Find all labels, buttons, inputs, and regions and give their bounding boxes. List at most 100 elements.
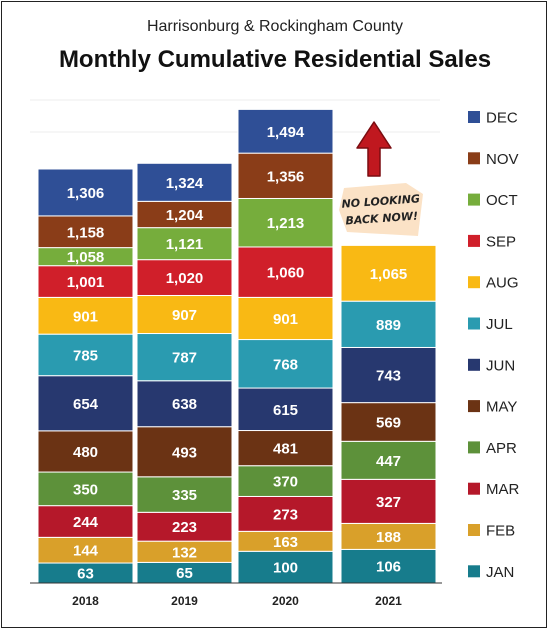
bar-segment-2018-apr [37,471,134,507]
x-axis-ticks: 2018 2019 2020 2021 [30,582,442,608]
legend-swatch-dec [468,111,480,123]
up-arrow-icon [356,121,392,177]
data-label-2018-jul: 785 [73,347,98,364]
data-label-2018-aug: 901 [73,308,98,325]
bar-segment-2020-sep [237,246,334,298]
legend-label-apr: APR [486,440,517,457]
bar-segment-2021-may [340,402,437,442]
data-label-2019-may: 493 [172,444,197,461]
legend-swatch-mar [468,482,480,495]
legend-label-dec: DEC [486,110,518,127]
data-label-2018-jun: 654 [73,396,99,413]
legend-label-mar: MAR [486,481,520,498]
annotation-note: NO LOOKING BACK NOW! [339,183,423,236]
legend-label-may: MAY [486,399,517,416]
legend-label-aug: AUG [486,275,519,292]
annotation-line-2: BACK NOW! [345,209,418,227]
bar-segment-2019-mar [136,511,233,542]
data-label-2020-sep: 1,060 [267,265,305,282]
x-tick-label-2019: 2019 [171,594,198,608]
bar-segment-2018-may [37,430,134,473]
legend-label-jun: JUN [486,357,515,374]
bar-segment-2021-aug [340,244,437,302]
legend-swatch-oct [468,193,480,206]
bar-segment-2020-apr [237,465,334,497]
legend-swatch-apr [468,441,480,454]
data-label-2019-dec: 1,324 [166,175,204,192]
legend-swatch-jun [468,358,480,371]
legend-label-nov: NOV [486,151,519,168]
data-label-2020-apr: 370 [273,474,298,491]
bar-segment-2020-may [237,430,334,467]
bar-segment-2020-mar [237,495,334,532]
data-label-2020-nov: 1,356 [267,168,305,185]
x-tick-label-2018: 2018 [72,594,99,608]
data-label-2019-aug: 907 [172,307,197,324]
legend-swatch-sep [468,234,480,247]
legend-swatch-nov [468,152,480,165]
legend-label-sep: SEP [486,233,516,250]
bar-segment-2019-jul [136,333,233,382]
data-label-2020-mar: 273 [273,506,298,523]
legend: DEC NOV OCT SEP AUG JUL JUN MAY APR MAR FEB JAN [468,110,520,581]
bar-segment-2020-dec [237,108,334,154]
data-label-2018-mar: 244 [73,514,99,531]
data-label-2019-jan: 65 [176,565,193,582]
data-label-2020-may: 481 [273,441,298,458]
x-tick-label-2021: 2021 [375,594,402,608]
chart-subtitle: Harrisonburg & Rockingham County [146,18,404,35]
bar-segment-2018-mar [37,505,134,538]
data-label-2021-feb: 188 [376,529,401,546]
bar-segment-2019-may [136,426,233,478]
legend-swatch-jul [468,317,480,330]
legend-swatch-aug [468,276,480,289]
data-label-2018-may: 480 [73,444,98,461]
data-label-2021-may: 569 [376,414,401,431]
bar-segment-2020-aug [237,296,334,341]
bar-segment-2018-jun [37,375,134,432]
data-label-2019-jun: 638 [172,396,197,413]
bar-segment-2021-feb [340,522,437,550]
bars-group: 63 144 244 350 480 654 785 901 1,001 1,058 1,158 1,… [37,108,437,584]
data-label-2019-oct: 1,121 [166,236,204,253]
data-label-2018-apr: 350 [73,481,98,498]
bar-segment-2018-nov [37,215,134,249]
data-label-2021-aug: 1,065 [370,266,408,283]
data-label-2019-jul: 787 [172,350,197,367]
legend-swatch-feb [468,524,480,536]
data-label-2018-jan: 63 [77,566,94,583]
bar-segment-2020-jun [237,387,334,432]
data-label-2019-feb: 132 [172,544,197,561]
data-label-2020-jan: 100 [273,560,298,577]
data-label-2018-dec: 1,306 [67,185,105,202]
data-label-2021-jul: 889 [376,317,401,334]
data-label-2018-sep: 1,001 [67,274,105,291]
bar-segment-2021-jun [340,346,437,404]
data-label-2019-mar: 223 [172,519,197,536]
data-label-2018-nov: 1,158 [67,224,105,241]
x-tick-label-2020: 2020 [272,594,299,608]
bar-segment-2018-dec [37,168,134,217]
legend-label-jan: JAN [486,564,514,581]
data-label-2020-feb: 163 [273,534,298,551]
bar-segment-2019-oct [136,227,233,261]
data-label-2021-jan: 106 [376,559,401,576]
data-label-2021-jun: 743 [376,368,401,385]
legend-label-feb: FEB [486,523,515,540]
data-label-2018-feb: 144 [73,543,99,560]
data-label-2020-jul: 768 [273,356,298,373]
bar-segment-2021-jul [340,300,437,348]
bar-segment-2020-jul [237,339,334,389]
data-label-2020-jun: 615 [273,402,298,419]
bar-segment-2019-apr [136,476,233,513]
data-label-2021-mar: 327 [376,494,401,511]
data-label-2019-nov: 1,204 [166,207,204,224]
legend-swatch-jan [468,565,480,578]
bar-segment-2020-nov [237,152,334,199]
chart-title: Monthly Cumulative Residential Sales [58,46,492,73]
data-label-2019-sep: 1,020 [166,270,204,287]
data-label-2020-dec: 1,494 [267,124,305,141]
legend-swatch-may [468,400,480,413]
